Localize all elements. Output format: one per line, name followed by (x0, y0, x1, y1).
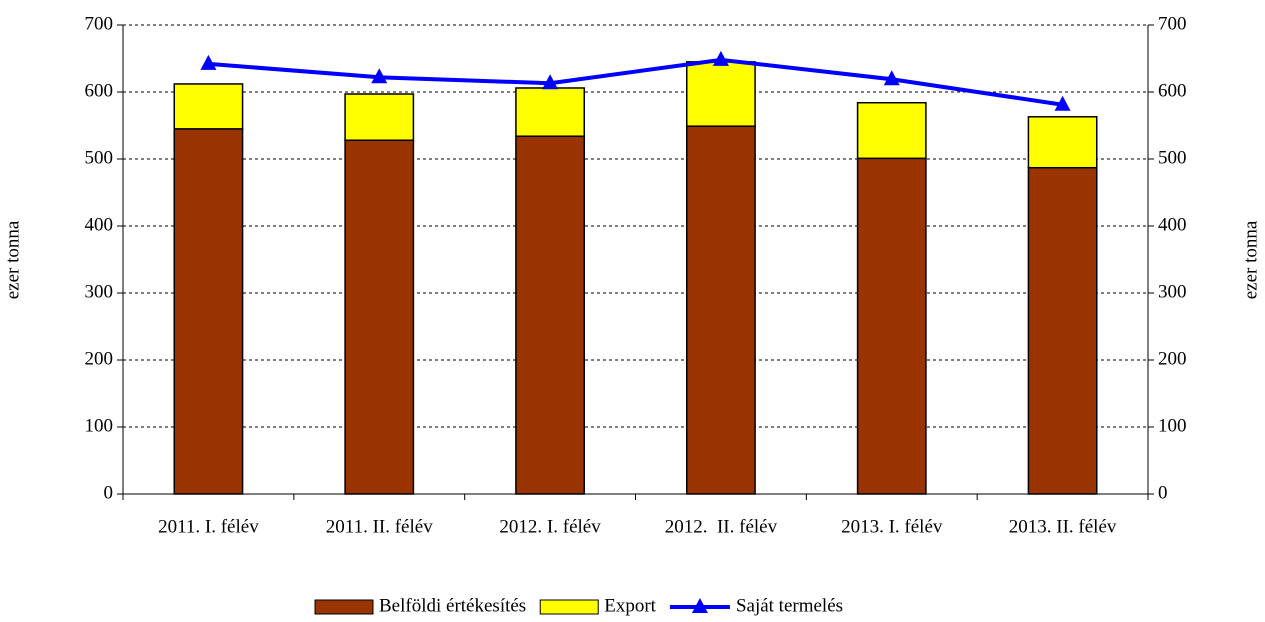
y2-tick-label: 200 (1158, 348, 1187, 369)
y-tick-label: 400 (85, 214, 114, 235)
legend-swatch (314, 599, 374, 615)
y2-tick-label: 700 (1158, 13, 1187, 34)
bar-segment (344, 139, 415, 495)
line-marker (1054, 95, 1071, 111)
line-marker (371, 68, 388, 84)
bar-segment (856, 101, 927, 160)
x-tick-label: 2013. II. félév (1009, 516, 1117, 537)
bar-segment (856, 157, 927, 495)
y-tick-label: 200 (85, 348, 114, 369)
bar-segment (1027, 116, 1098, 169)
bar-segment (686, 61, 756, 127)
bar-segment (515, 135, 586, 495)
y2-tick-label: 0 (1158, 482, 1168, 503)
legend-swatch (691, 598, 708, 613)
line-marker (712, 50, 729, 66)
x-tick-label: 2011. II. félév (326, 516, 433, 537)
x-tick-label: 2012. II. félév (665, 516, 778, 537)
y2-tick-label: 100 (1158, 415, 1187, 436)
y2-tick-label: 600 (1158, 80, 1187, 101)
y2-tick-label: 400 (1158, 214, 1187, 235)
legend-label: Saját termelés (736, 595, 843, 616)
legend-swatch (539, 599, 599, 615)
bar-segment (515, 87, 586, 137)
y-tick-label: 700 (85, 13, 114, 34)
bar-segment (344, 93, 415, 141)
y-tick-label: 100 (85, 415, 114, 436)
x-tick-label: 2012. I. félév (499, 516, 601, 537)
y2-tick-label: 500 (1158, 147, 1187, 168)
y2-axis-label: ezer tonna (1240, 220, 1261, 299)
y2-tick-label: 300 (1158, 281, 1187, 302)
x-tick-label: 2013. I. félév (841, 516, 943, 537)
bar-segment (173, 83, 244, 130)
legend-label: Export (604, 595, 656, 616)
bar-segment (686, 125, 756, 495)
bar-segment (1027, 166, 1098, 495)
legend-label: Belföldi értékesítés (379, 595, 526, 616)
bar-segment (173, 128, 244, 495)
y-axis-label: ezer tonna (2, 220, 23, 299)
line-marker (200, 54, 217, 70)
line-series (208, 57, 1063, 107)
y-tick-label: 600 (85, 80, 114, 101)
y-tick-label: 300 (85, 281, 114, 302)
line-marker (542, 74, 559, 90)
line-marker (883, 70, 900, 86)
y-tick-label: 0 (104, 482, 114, 503)
x-tick-label: 2011. I. félév (158, 516, 259, 537)
y-tick-label: 500 (85, 147, 114, 168)
